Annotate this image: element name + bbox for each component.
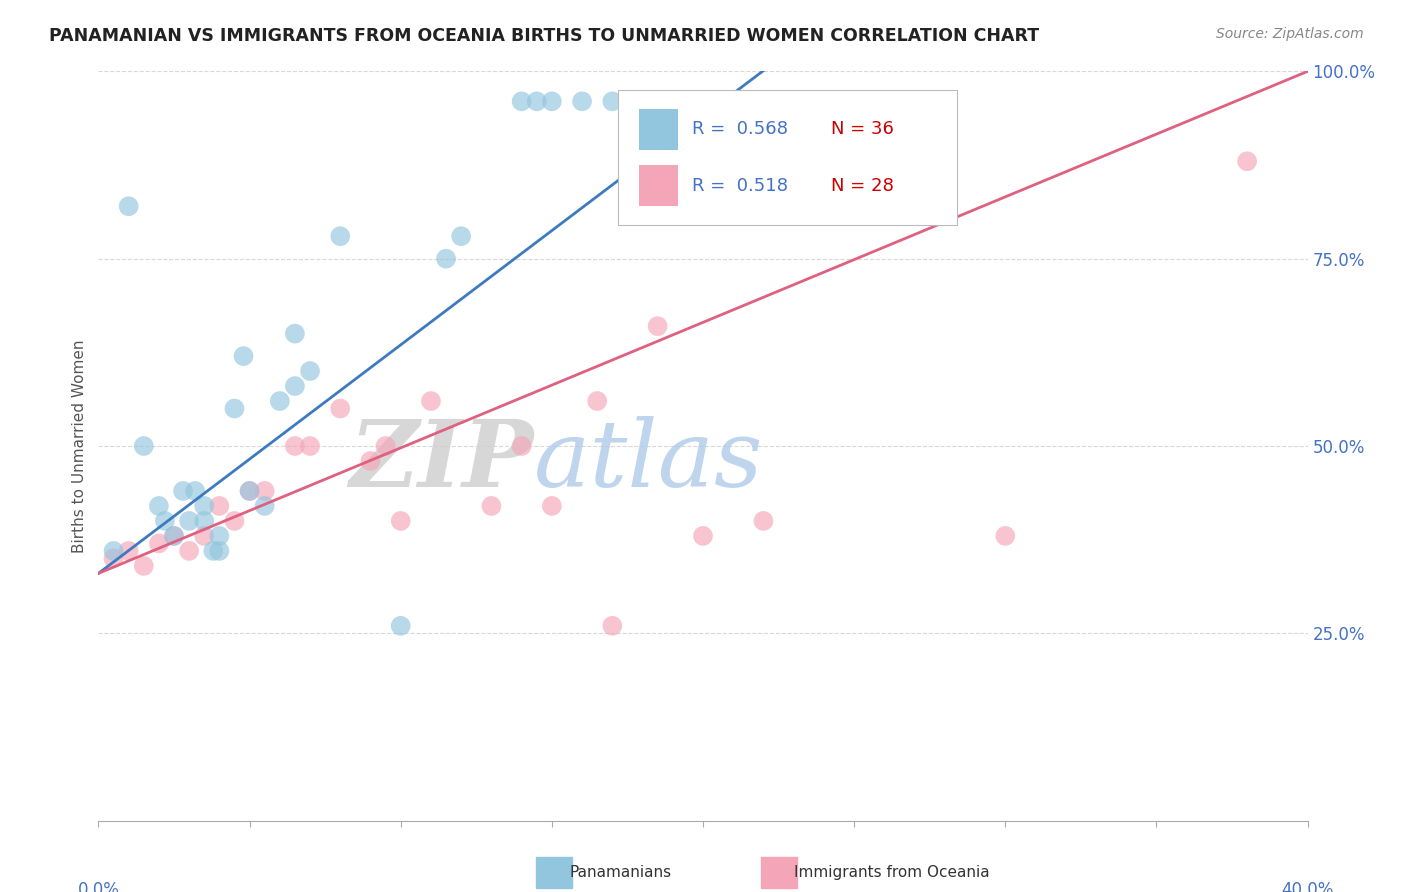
Text: atlas: atlas — [534, 416, 763, 506]
Point — [284, 379, 307, 393]
FancyBboxPatch shape — [638, 109, 678, 150]
Point — [253, 499, 276, 513]
Point — [602, 95, 624, 109]
Point — [360, 454, 382, 468]
Point — [179, 514, 201, 528]
Point — [132, 558, 155, 573]
Point — [208, 529, 231, 543]
Text: 0.0%: 0.0% — [77, 880, 120, 892]
Text: PANAMANIAN VS IMMIGRANTS FROM OCEANIA BIRTHS TO UNMARRIED WOMEN CORRELATION CHAR: PANAMANIAN VS IMMIGRANTS FROM OCEANIA BI… — [49, 27, 1039, 45]
Point — [232, 349, 254, 363]
Point — [374, 439, 396, 453]
FancyBboxPatch shape — [638, 165, 678, 206]
Point — [510, 95, 533, 109]
Point — [103, 544, 125, 558]
Point — [118, 544, 141, 558]
Point — [602, 619, 624, 633]
Point — [420, 394, 443, 409]
Point — [202, 544, 225, 558]
Point — [163, 529, 186, 543]
Point — [526, 95, 548, 109]
Point — [752, 514, 775, 528]
Point — [723, 95, 745, 109]
Point — [148, 499, 170, 513]
Point — [434, 252, 457, 266]
Point — [631, 95, 654, 109]
Point — [329, 401, 352, 416]
Point — [208, 544, 231, 558]
Point — [481, 499, 503, 513]
Point — [510, 439, 533, 453]
Point — [299, 439, 322, 453]
Point — [994, 529, 1017, 543]
Point — [389, 619, 412, 633]
Point — [253, 483, 276, 498]
Point — [540, 499, 562, 513]
Point — [540, 95, 562, 109]
Text: 40.0%: 40.0% — [1281, 880, 1334, 892]
FancyBboxPatch shape — [619, 90, 957, 225]
Text: N = 36: N = 36 — [831, 120, 894, 138]
Point — [148, 536, 170, 550]
Point — [239, 483, 262, 498]
Text: N = 28: N = 28 — [831, 177, 894, 194]
Text: Source: ZipAtlas.com: Source: ZipAtlas.com — [1216, 27, 1364, 41]
Point — [239, 483, 262, 498]
Point — [208, 499, 231, 513]
Point — [179, 544, 201, 558]
Point — [1236, 154, 1258, 169]
Point — [172, 483, 194, 498]
Point — [132, 439, 155, 453]
Point — [586, 394, 609, 409]
Text: ZIP: ZIP — [350, 416, 534, 506]
Point — [224, 401, 246, 416]
Point — [692, 95, 714, 109]
Point — [299, 364, 322, 378]
Point — [647, 319, 669, 334]
Point — [752, 95, 775, 109]
Point — [692, 529, 714, 543]
Point — [269, 394, 291, 409]
Point — [193, 499, 215, 513]
Point — [284, 326, 307, 341]
Point — [163, 529, 186, 543]
Text: Immigrants from Oceania: Immigrants from Oceania — [794, 865, 990, 880]
Point — [184, 483, 207, 498]
Point — [450, 229, 472, 244]
Point — [224, 514, 246, 528]
Point — [329, 229, 352, 244]
Point — [193, 514, 215, 528]
Point — [284, 439, 307, 453]
Point — [571, 95, 593, 109]
Text: R =  0.568: R = 0.568 — [692, 120, 789, 138]
Text: R =  0.518: R = 0.518 — [692, 177, 789, 194]
Point — [153, 514, 176, 528]
Y-axis label: Births to Unmarried Women: Births to Unmarried Women — [72, 339, 87, 553]
Point — [118, 199, 141, 213]
Text: Panamanians: Panamanians — [569, 865, 672, 880]
Point — [193, 529, 215, 543]
Point — [661, 95, 683, 109]
Point — [103, 551, 125, 566]
Point — [389, 514, 412, 528]
